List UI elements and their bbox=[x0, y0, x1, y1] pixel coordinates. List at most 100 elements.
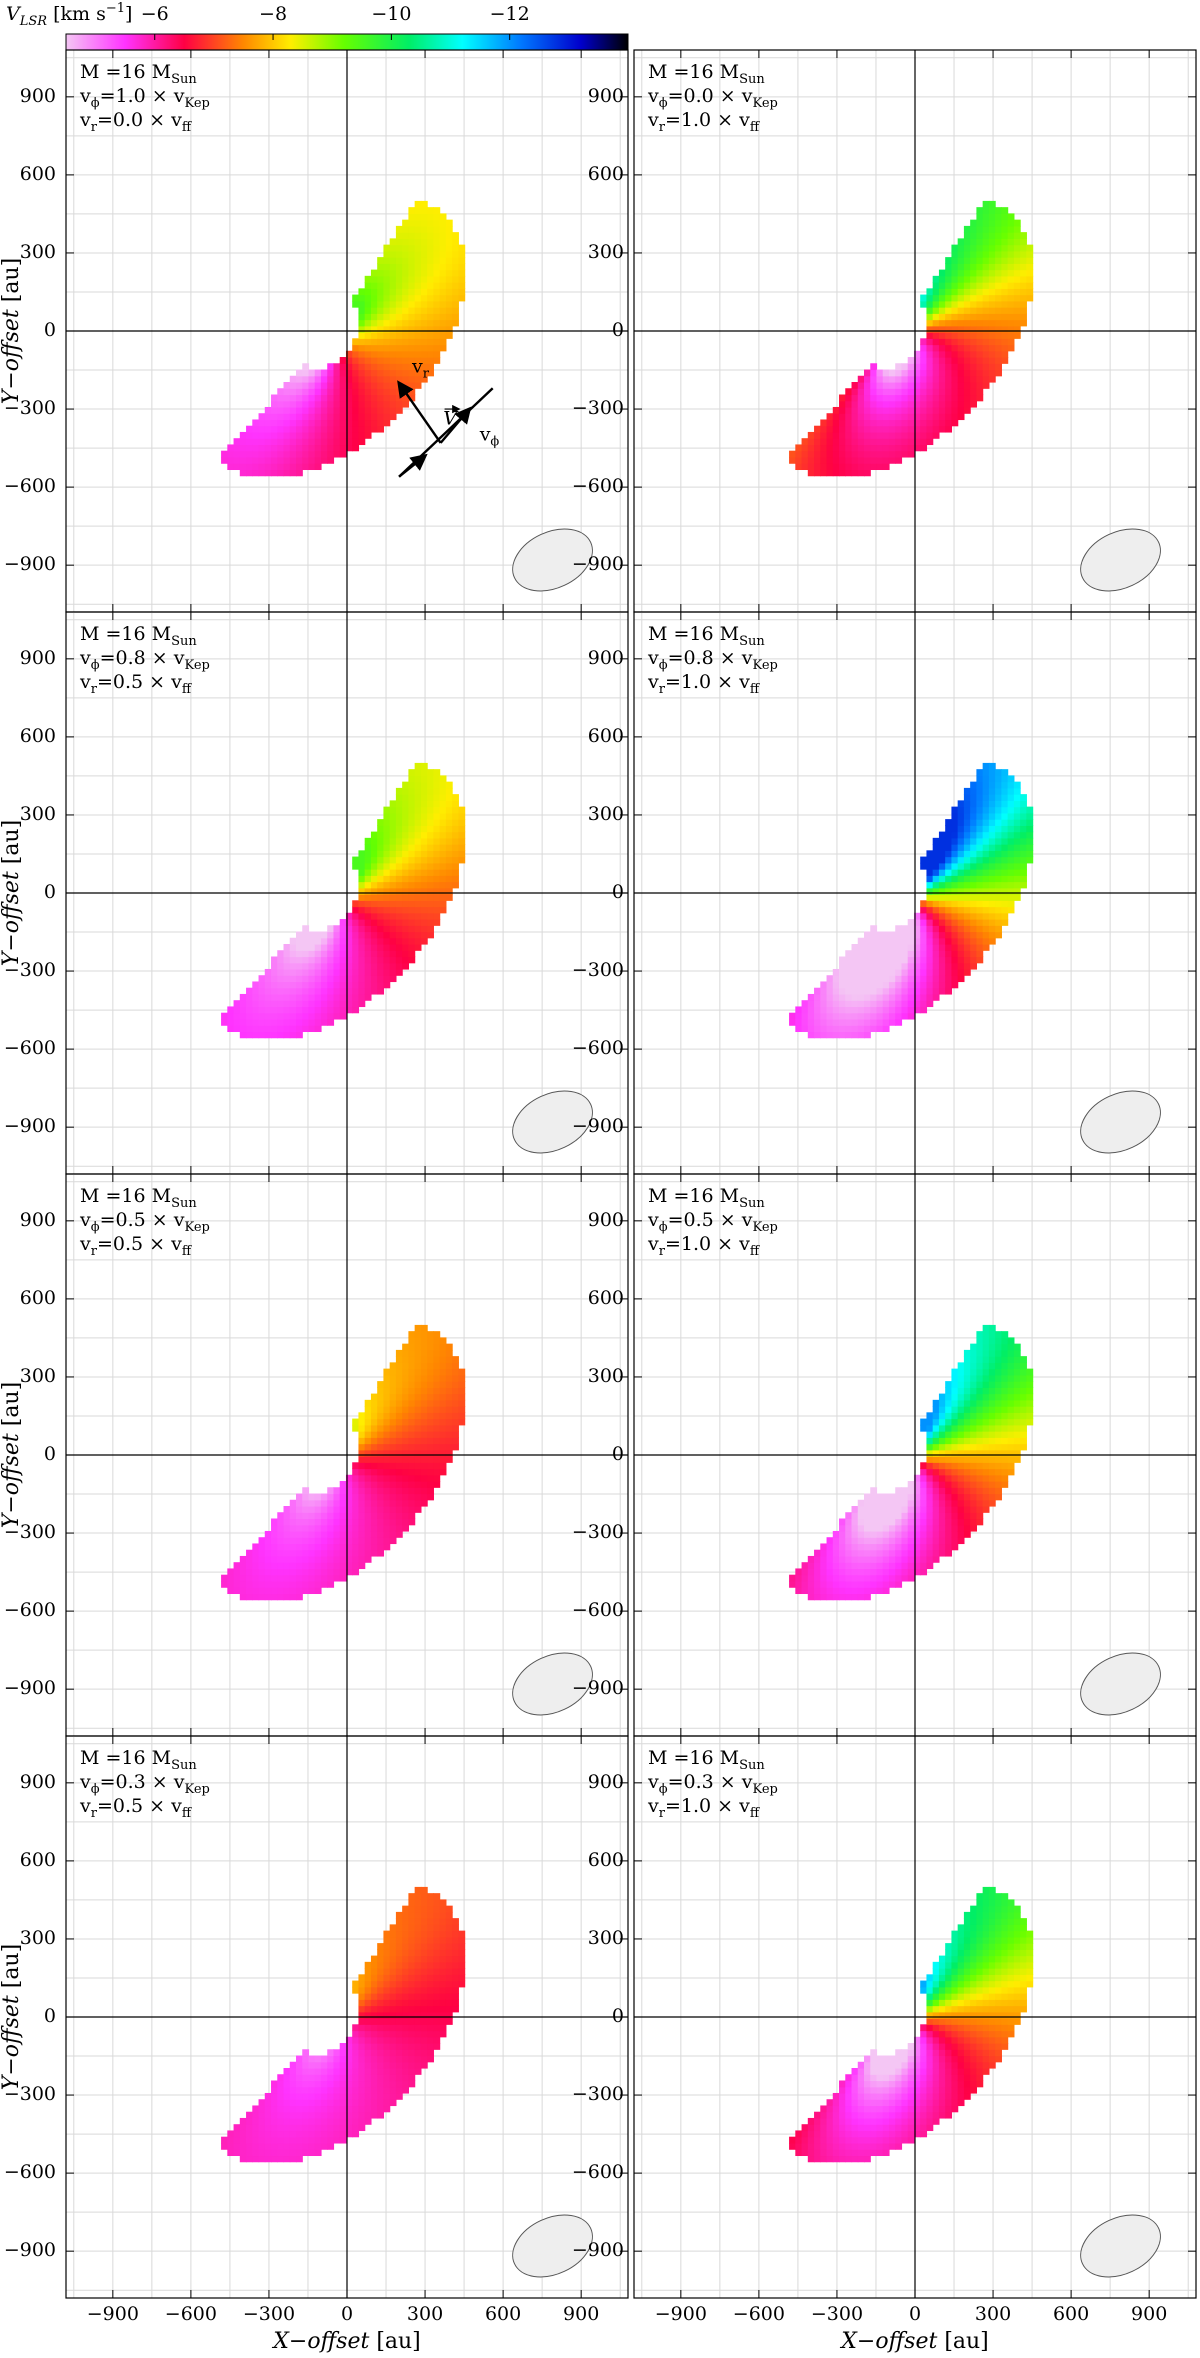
velocity-cell bbox=[876, 456, 884, 464]
velocity-cell bbox=[358, 294, 366, 302]
velocity-cell bbox=[932, 950, 940, 958]
velocity-cell bbox=[976, 844, 984, 851]
velocity-cell bbox=[945, 875, 953, 883]
velocity-cell bbox=[402, 1449, 409, 1457]
velocity-cell bbox=[870, 944, 878, 951]
velocity-cell bbox=[408, 850, 416, 858]
velocity-cell bbox=[296, 369, 303, 377]
velocity-cell bbox=[857, 1555, 865, 1563]
velocity-cell bbox=[870, 450, 878, 458]
velocity-cell bbox=[957, 406, 965, 414]
velocity-cell bbox=[951, 900, 959, 908]
velocity-cell bbox=[395, 232, 403, 239]
velocity-cell bbox=[926, 425, 934, 433]
velocity-cell bbox=[439, 831, 447, 839]
velocity-cell bbox=[264, 1031, 272, 1039]
velocity-cell bbox=[339, 925, 347, 933]
velocity-cell bbox=[970, 881, 977, 889]
velocity-cell bbox=[289, 1555, 297, 1563]
velocity-cell bbox=[895, 1518, 903, 1526]
velocity-cell bbox=[913, 925, 921, 933]
velocity-cell bbox=[320, 1524, 328, 1532]
velocity-cell bbox=[296, 2142, 303, 2150]
velocity-cell bbox=[826, 425, 834, 433]
velocity-cell bbox=[839, 987, 846, 995]
velocity-cell bbox=[938, 875, 946, 883]
velocity-cell bbox=[314, 419, 322, 427]
velocity-cell bbox=[951, 282, 959, 289]
velocity-cell bbox=[932, 900, 940, 908]
velocity-cell bbox=[420, 925, 428, 933]
y-tick-label: −300 bbox=[4, 1521, 56, 1543]
velocity-cell bbox=[414, 357, 422, 364]
velocity-cell bbox=[876, 369, 884, 377]
velocity-cell bbox=[845, 450, 853, 458]
velocity-cell bbox=[926, 862, 934, 870]
velocity-cell bbox=[358, 1474, 366, 1482]
velocity-cell bbox=[988, 925, 996, 933]
velocity-cell bbox=[864, 1025, 871, 1033]
velocity-cell bbox=[439, 232, 447, 239]
y-tick-label: 300 bbox=[20, 1365, 56, 1387]
velocity-cell bbox=[976, 806, 984, 814]
velocity-cell bbox=[308, 2055, 316, 2063]
velocity-cell bbox=[427, 1487, 434, 1495]
velocity-cell bbox=[420, 307, 428, 314]
velocity-cell bbox=[389, 925, 397, 933]
velocity-cell bbox=[352, 944, 360, 951]
velocity-cell bbox=[283, 2099, 291, 2107]
velocity-cell bbox=[1013, 1406, 1021, 1413]
velocity-cell bbox=[926, 1524, 934, 1532]
velocity-cell bbox=[876, 382, 884, 389]
velocity-cell bbox=[308, 1549, 316, 1557]
velocity-cell bbox=[851, 987, 859, 995]
velocity-cell bbox=[951, 1374, 959, 1382]
velocity-cell bbox=[907, 1512, 915, 1520]
velocity-cell bbox=[345, 931, 353, 939]
velocity-cell bbox=[233, 1568, 241, 1576]
velocity-cell bbox=[389, 332, 397, 339]
velocity-cell bbox=[976, 1368, 984, 1376]
velocity-cell bbox=[364, 869, 372, 876]
velocity-cell bbox=[895, 993, 903, 1001]
vphi-arrow bbox=[439, 406, 472, 444]
velocity-cell bbox=[277, 1568, 285, 1576]
velocity-cell bbox=[414, 1474, 422, 1482]
velocity-cell bbox=[345, 2130, 353, 2138]
velocity-cell bbox=[882, 1530, 890, 1538]
velocity-cell bbox=[377, 1524, 385, 1532]
velocity-cell bbox=[976, 1349, 984, 1357]
velocity-cell bbox=[327, 363, 335, 371]
velocity-cell bbox=[283, 956, 291, 964]
velocity-cell bbox=[988, 912, 996, 920]
velocity-cell bbox=[314, 962, 322, 970]
velocity-cell bbox=[296, 2111, 303, 2119]
velocity-cell bbox=[314, 2142, 322, 2150]
velocity-cell bbox=[982, 1381, 990, 1388]
velocity-cell bbox=[308, 375, 316, 383]
velocity-cell bbox=[395, 812, 403, 820]
velocity-cell bbox=[839, 1012, 846, 1020]
velocity-cell bbox=[926, 944, 934, 951]
velocity-cell bbox=[832, 438, 840, 446]
velocity-cell bbox=[358, 1537, 366, 1545]
velocity-cell bbox=[395, 1493, 403, 1501]
velocity-cell bbox=[857, 993, 865, 1001]
velocity-cell bbox=[283, 2068, 291, 2075]
velocity-cell bbox=[963, 881, 971, 889]
velocity-cell bbox=[345, 2111, 353, 2119]
velocity-cell bbox=[320, 438, 328, 446]
velocity-cell bbox=[308, 2124, 316, 2132]
velocity-cell bbox=[882, 463, 890, 471]
velocity-cell bbox=[271, 981, 278, 989]
velocity-cell bbox=[1001, 1349, 1009, 1357]
velocity-cell bbox=[982, 257, 990, 264]
velocity-cell bbox=[352, 1493, 360, 1501]
velocity-cell bbox=[1007, 800, 1015, 808]
velocity-cell bbox=[926, 1487, 934, 1495]
velocity-cell bbox=[926, 987, 934, 995]
velocity-cell bbox=[414, 875, 422, 883]
velocity-cell bbox=[888, 1555, 896, 1563]
velocity-cell bbox=[820, 1025, 828, 1033]
velocity-cell bbox=[358, 300, 366, 308]
